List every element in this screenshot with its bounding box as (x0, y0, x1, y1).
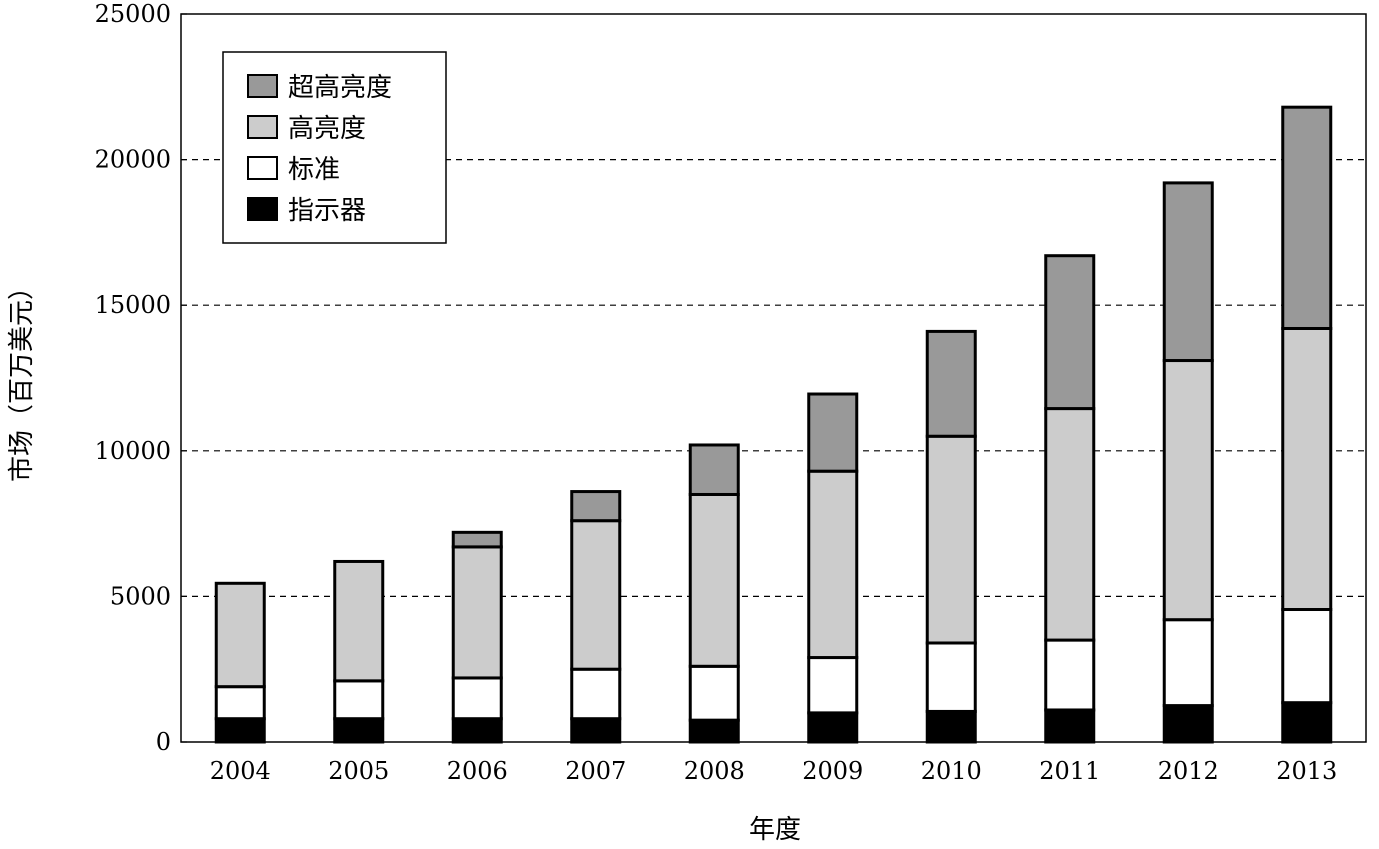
bar-segment (1281, 608, 1333, 705)
bar-segment (807, 392, 859, 473)
bar-segment (1281, 701, 1333, 744)
bar-segment (570, 490, 622, 523)
bar-segment (1162, 359, 1214, 622)
bar-segment (688, 664, 740, 722)
bar-segment (807, 469, 859, 660)
legend-label: 高亮度 (288, 114, 366, 144)
x-tick-label: 2004 (210, 757, 271, 785)
legend-label: 指示器 (288, 196, 366, 226)
x-tick-label: 2009 (802, 757, 863, 785)
x-tick-label: 2005 (328, 757, 389, 785)
bar-segment (688, 443, 740, 496)
bar-segment (570, 667, 622, 721)
bar-segment (1044, 638, 1096, 712)
x-axis-title: 年度 (749, 815, 801, 844)
y-tick-label: 5000 (110, 582, 171, 610)
bar-segment (1162, 704, 1214, 744)
bar-segment (925, 434, 977, 645)
bar-segment (333, 717, 385, 744)
bar-segment (214, 717, 266, 744)
bar-segment (688, 718, 740, 744)
bar-segment (451, 545, 503, 680)
y-axis-title: 市场（百万美元） (7, 274, 37, 482)
bar-segment (451, 676, 503, 721)
y-tick-label: 10000 (95, 437, 171, 465)
bar-segment (925, 641, 977, 713)
bar-segment (1044, 407, 1096, 642)
bar-segment (1044, 254, 1096, 411)
x-tick-label: 2013 (1276, 757, 1337, 785)
bars (214, 105, 1333, 744)
bar-segment (333, 679, 385, 721)
bar-segment (1281, 326, 1333, 612)
legend-swatch (247, 74, 278, 98)
x-tick-label: 2007 (565, 757, 626, 785)
bar-segment (570, 717, 622, 744)
bar-segment (807, 656, 859, 715)
legend-swatch (247, 197, 278, 221)
bar-segment (214, 581, 266, 689)
bar-segment (1044, 708, 1096, 744)
bar-segment (925, 709, 977, 744)
legend-label: 标准 (288, 155, 340, 185)
bar-segment (451, 717, 503, 744)
bar-segment (1162, 181, 1214, 363)
bar-segment (570, 519, 622, 671)
bar-segment (688, 492, 740, 668)
bar-segment (451, 530, 503, 549)
y-tick-label: 20000 (95, 146, 171, 174)
bar-segment (807, 711, 859, 744)
x-tick-label: 2011 (1039, 757, 1100, 785)
bar-segment (925, 329, 977, 438)
legend-swatch (247, 156, 278, 180)
x-tick-label: 2012 (1158, 757, 1219, 785)
x-tick-label: 2010 (921, 757, 982, 785)
bar-segment (333, 559, 385, 683)
legend-label: 超高亮度 (288, 73, 392, 103)
x-tick-label: 2006 (447, 757, 508, 785)
x-tick-label: 2008 (684, 757, 745, 785)
bar-segment (1281, 105, 1333, 330)
y-tick-label: 0 (156, 728, 171, 756)
y-tick-label: 15000 (95, 291, 171, 319)
bar-segment (1162, 618, 1214, 708)
y-tick-label: 25000 (95, 0, 171, 28)
bar-segment (214, 685, 266, 721)
y-axis-ticks: 0 5000 10000 15000 20000 25000 (95, 0, 187, 756)
legend-swatch (247, 115, 278, 139)
x-axis-ticks: 2004 2005 2006 2007 2008 2009 2010 2011 2012 2013 (210, 757, 1338, 785)
plot-area-frame (180, 13, 1367, 743)
